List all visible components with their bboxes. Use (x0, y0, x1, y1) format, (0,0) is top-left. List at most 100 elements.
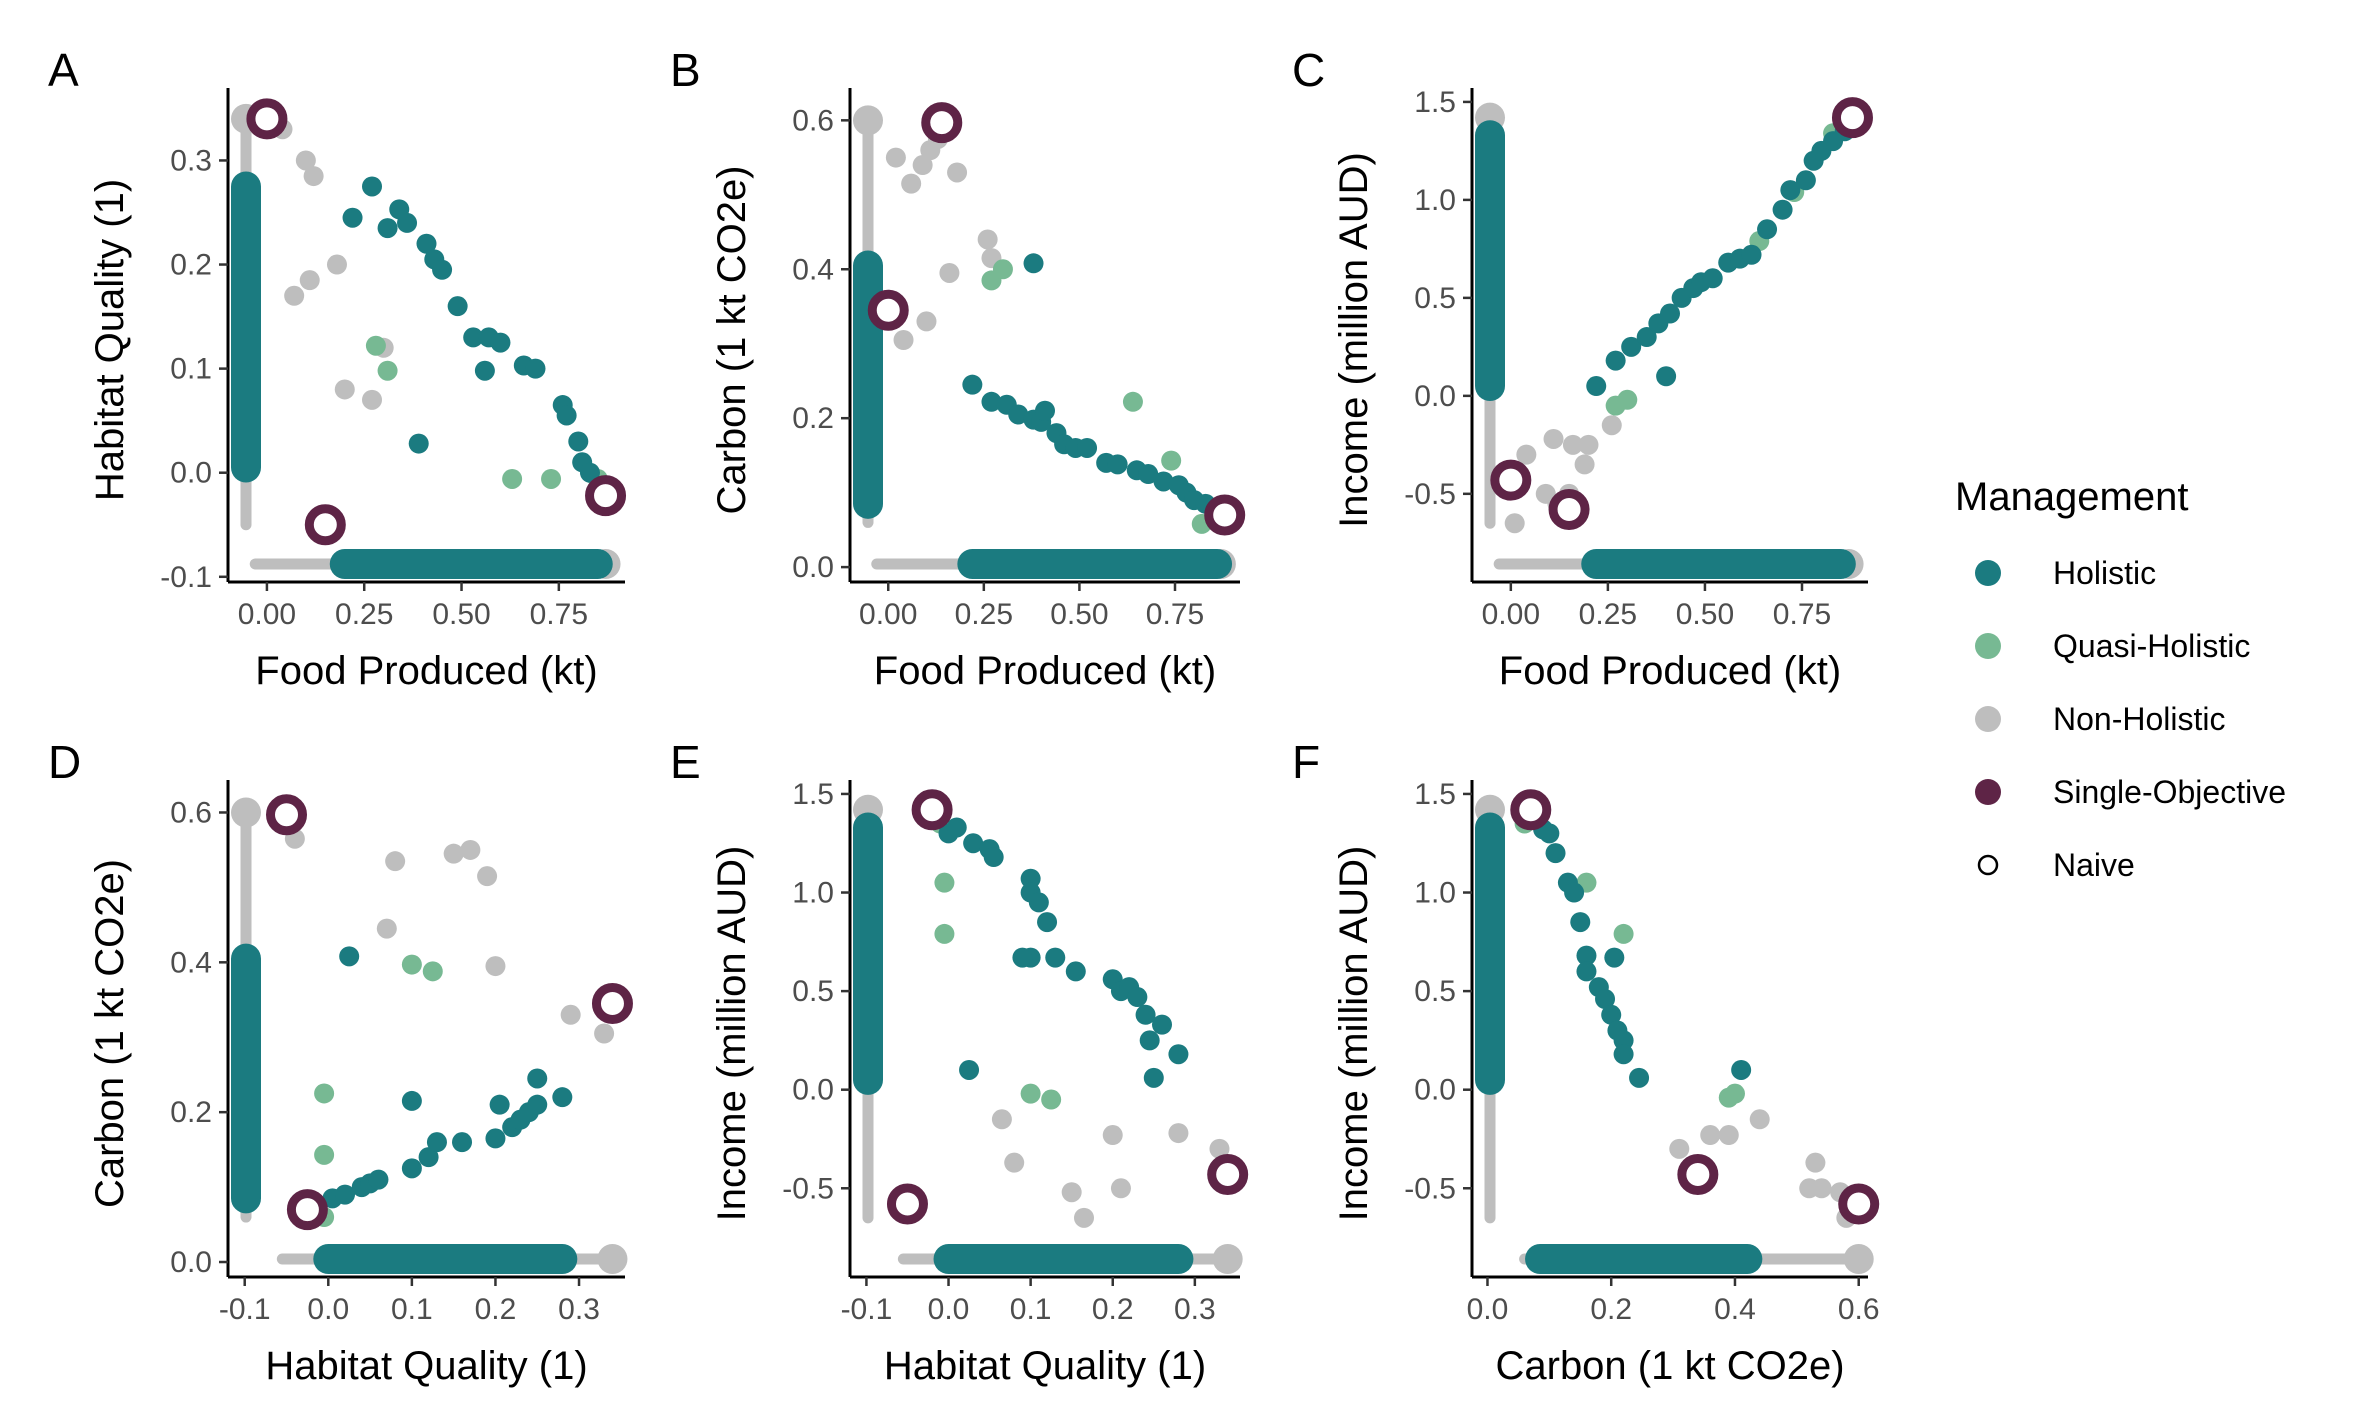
point-holistic (1045, 947, 1066, 968)
point-non-holistic (1543, 428, 1564, 449)
x-tick-label: 0.2 (1092, 1293, 1134, 1326)
point-quasi-holistic (541, 468, 562, 489)
point-holistic (1629, 1067, 1650, 1088)
point-single-objective-naive (585, 475, 627, 517)
point-quasi-holistic (502, 468, 523, 489)
x-tick-label: 0.6 (1838, 1293, 1880, 1326)
point-holistic (1035, 400, 1055, 421)
panel-letter-E: E (670, 736, 701, 788)
point-non-holistic (295, 150, 316, 171)
panel-C: C 0.00 0.25 0.50 0.75 -0.5 0.0 0.5 1.0 1.5 Food Pr… (1292, 44, 1873, 693)
point-holistic (1757, 219, 1778, 240)
x-axis-title: Habitat Quality (1) (884, 1344, 1206, 1388)
point-holistic (1613, 1044, 1634, 1065)
y-tick-label: 0.2 (170, 249, 212, 282)
point-holistic (579, 462, 600, 483)
point-holistic (962, 374, 983, 395)
x-axis-title: Food Produced (kt) (874, 649, 1216, 693)
point-quasi-holistic (314, 1083, 335, 1104)
point-non-holistic (1601, 415, 1622, 436)
point-non-holistic (1110, 1178, 1131, 1199)
point-non-holistic (560, 1004, 581, 1025)
legend: Management Holistic Quasi-Holistic Non-Holi… (1955, 475, 2286, 883)
x-tick-label: 0.3 (1174, 1293, 1216, 1326)
point-quasi-holistic (1724, 1083, 1745, 1104)
y-axis-title: Carbon (1 kt CO2e) (710, 165, 754, 514)
point-holistic (1576, 945, 1597, 966)
point-holistic (1152, 1014, 1172, 1035)
x-tick-label: 0.1 (1010, 1293, 1052, 1326)
point-non-holistic (991, 1109, 1012, 1130)
left-margin-naive-marker (231, 797, 261, 828)
point-non-holistic (1749, 1109, 1770, 1130)
point-single-objective-naive (1510, 789, 1552, 831)
point-holistic (401, 1090, 422, 1111)
x-tick-label: -0.1 (841, 1293, 893, 1326)
point-holistic (1576, 961, 1597, 982)
y-tick-label: 0.0 (1414, 1074, 1456, 1107)
point-holistic (339, 946, 360, 967)
point-single-objective-naive (591, 983, 633, 1025)
point-non-holistic (947, 162, 968, 183)
y-tick-label: 0.0 (170, 457, 212, 490)
x-tick-label: 0.75 (1773, 598, 1831, 631)
legend-label: Non-Holistic (2053, 701, 2225, 737)
point-quasi-holistic (1122, 391, 1143, 412)
y-tick-label: 0.5 (1414, 975, 1456, 1008)
x-tick-label: 0.2 (1590, 1293, 1632, 1326)
point-holistic (1037, 912, 1058, 933)
point-holistic (401, 1158, 422, 1179)
point-non-holistic (485, 956, 506, 977)
point-non-holistic (1574, 454, 1595, 475)
point-holistic (1020, 868, 1041, 889)
point-non-holistic (376, 918, 397, 939)
y-tick-label: 0.0 (1414, 380, 1456, 413)
point-holistic (1601, 1004, 1622, 1025)
point-holistic (1586, 376, 1607, 397)
x-axis-title: Food Produced (kt) (1499, 649, 1841, 693)
y-tick-label: 0.0 (792, 1074, 834, 1107)
y-tick-label: 0.1 (170, 353, 212, 386)
point-single-objective-naive (304, 504, 346, 546)
bottom-margin-naive-marker (597, 1244, 628, 1274)
point-non-holistic (1805, 1152, 1826, 1173)
point-holistic (490, 332, 511, 353)
point-holistic (1605, 350, 1626, 371)
left-margin-naive-marker (853, 105, 883, 136)
y-axis-title: Habitat Quality (1) (88, 179, 132, 501)
point-holistic (416, 233, 437, 254)
point-single-objective-naive (1204, 494, 1246, 536)
x-tick-label: 0.50 (1050, 598, 1108, 631)
point-quasi-holistic (422, 961, 443, 982)
point-holistic (1143, 1067, 1164, 1088)
y-tick-label: 1.0 (792, 877, 834, 910)
point-holistic (432, 259, 453, 280)
x-tick-label: 0.4 (1714, 1293, 1756, 1326)
point-non-holistic (1209, 1138, 1230, 1159)
point-single-objective-naive (867, 289, 909, 331)
y-tick-label: 0.2 (792, 402, 834, 435)
point-single-objective-naive (886, 1183, 928, 1225)
point-holistic (1772, 199, 1793, 220)
legend-label: Holistic (2053, 555, 2156, 591)
point-non-holistic (326, 254, 347, 275)
y-tick-label: 0.5 (1414, 282, 1456, 315)
y-tick-label: 0.4 (792, 253, 834, 286)
x-tick-label: 0.1 (391, 1293, 433, 1326)
point-non-holistic (284, 285, 305, 306)
legend-key-non-holistic (1975, 706, 2001, 732)
point-holistic (1012, 947, 1033, 968)
point-single-objective-naive (266, 794, 308, 836)
point-non-holistic (893, 330, 914, 350)
legend-key-quasi-holistic (1975, 633, 2001, 659)
y-tick-label: 0.0 (792, 551, 834, 584)
point-holistic (447, 296, 468, 317)
point-holistic (1660, 303, 1680, 324)
point-quasi-holistic (934, 872, 955, 893)
point-quasi-holistic (1041, 1089, 1062, 1110)
point-non-holistic (1718, 1125, 1739, 1146)
point-non-holistic (912, 155, 933, 176)
legend-title: Management (1955, 475, 2188, 519)
point-holistic (426, 1132, 447, 1153)
